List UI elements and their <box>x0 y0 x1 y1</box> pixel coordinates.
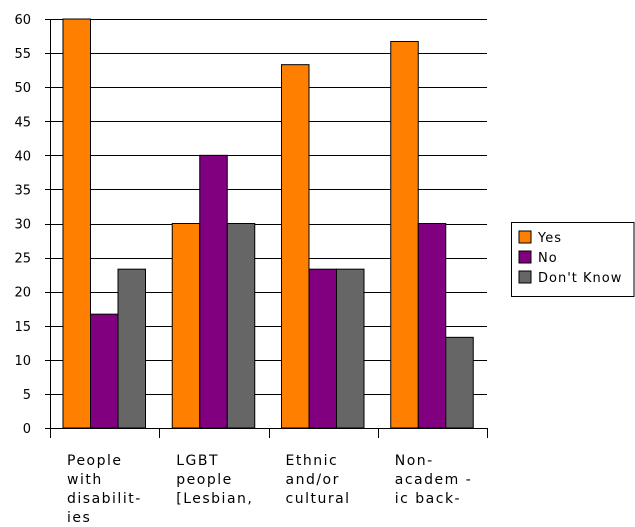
bar-don-t-know-0 <box>117 268 146 429</box>
category-label: academ - <box>395 472 473 488</box>
bar-yes-3 <box>390 40 419 429</box>
bar-yes-2 <box>281 64 310 429</box>
y-tick-label: 20 <box>14 286 31 301</box>
y-tick-label: 0 <box>23 422 31 437</box>
legend-swatch <box>518 270 532 284</box>
category-label: ic back- <box>395 491 461 507</box>
y-tick-label: 55 <box>14 47 31 62</box>
bar-no-1 <box>199 154 228 429</box>
legend-label: Don't Know <box>538 271 622 286</box>
bar-no-3 <box>417 223 447 429</box>
y-tick-label: 30 <box>14 218 31 233</box>
category-label: people <box>176 472 232 488</box>
y-tick-label: 25 <box>14 252 31 267</box>
category-label: People <box>67 453 123 469</box>
bars <box>62 18 474 429</box>
y-tick-label: 15 <box>14 320 31 335</box>
category-label: cultural <box>286 491 351 507</box>
bar-yes-0 <box>62 18 91 429</box>
bar-no-0 <box>90 313 119 429</box>
y-tick-label: 10 <box>14 354 31 369</box>
y-tick-label: 45 <box>14 115 31 130</box>
category-label: disabilit- <box>67 491 142 507</box>
y-axis-ticks: 0 5 10 15 20 25 30 35 40 45 50 55 60 <box>14 13 50 437</box>
bar-don-t-know-3 <box>445 336 474 429</box>
category-label: Non- <box>395 453 434 469</box>
category-label: and/or <box>286 472 340 488</box>
legend-swatch <box>518 250 532 264</box>
category-label: Ethnic <box>286 453 339 469</box>
y-tick-label: 40 <box>14 149 31 164</box>
y-tick-label: 35 <box>14 183 31 198</box>
legend: Yes No Don't Know <box>511 222 635 297</box>
bar-yes-1 <box>171 223 201 429</box>
legend-swatch <box>518 230 532 244</box>
bar-no-2 <box>308 268 337 429</box>
x-axis-categories: People with disabilit-ies LGBT people [Lesbia… <box>67 453 473 526</box>
y-tick-label: 5 <box>23 388 31 403</box>
legend-box <box>511 222 635 297</box>
legend-label: No <box>538 251 558 266</box>
category-label: LGBT <box>176 453 219 469</box>
y-tick-label: 50 <box>14 81 31 96</box>
category-label: ies <box>67 510 91 522</box>
axes <box>50 19 488 438</box>
category-label: [Lesbian, <box>176 491 253 507</box>
bar-don-t-know-1 <box>226 223 256 429</box>
legend-label: Yes <box>537 231 562 246</box>
bar-don-t-know-2 <box>336 268 365 429</box>
y-tick-label: 60 <box>14 13 31 28</box>
category-label: with <box>67 472 103 488</box>
